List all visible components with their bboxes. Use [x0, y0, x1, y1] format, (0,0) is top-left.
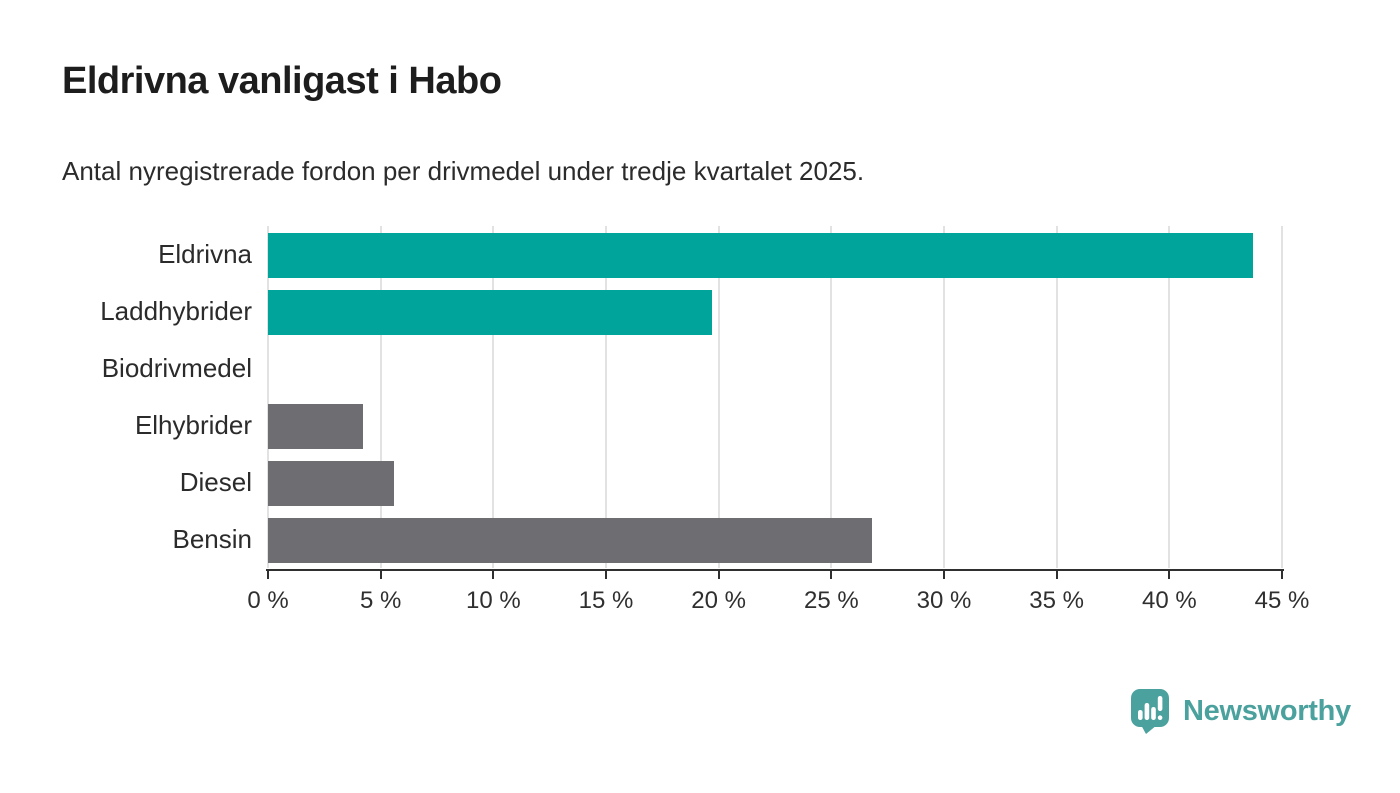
- x-tick-25: [830, 571, 833, 579]
- x-tick-label-5: 5 %: [359, 587, 402, 614]
- x-tick-label-20: 20 %: [691, 587, 747, 614]
- x-tick-45: [1281, 571, 1283, 579]
- x-tick-5: [379, 571, 382, 579]
- gridline-40: [1168, 226, 1171, 568]
- bar-row-biodrivmedel: [268, 340, 1282, 397]
- x-tick-40: [1168, 571, 1171, 579]
- x-tick-0: [267, 571, 269, 579]
- x-tick-label-25: 25 %: [803, 587, 859, 614]
- bar-row-bensin: [268, 511, 1282, 568]
- gridline-30: [943, 226, 945, 568]
- newsworthy-logo-icon: [1130, 688, 1170, 734]
- category-label-diesel: Diesel: [179, 467, 252, 497]
- gridline-5: [379, 226, 382, 568]
- x-tick-10: [492, 571, 495, 579]
- x-axis: 0 % 5 % 10 % 15 % 20 % 25 % 30 % 35 % 40 % 45 %: [247, 571, 1309, 621]
- bar-row-elhybrider: [268, 397, 1282, 454]
- gridline-45: [1281, 226, 1283, 568]
- newsworthy-logo: Newsworthy: [1130, 688, 1351, 734]
- x-tick-30: [943, 571, 945, 579]
- gridline-35: [1055, 226, 1058, 568]
- y-axis-labels: Eldrivna Laddhybrider Biodrivmedel Elhybrid…: [0, 226, 252, 568]
- x-tick-35: [1055, 571, 1058, 579]
- x-tick-label-45: 45 %: [1254, 587, 1310, 614]
- x-tick-15: [605, 571, 607, 579]
- category-label-bensin: Bensin: [172, 524, 253, 554]
- chart-subtitle: Antal nyregistrerade fordon per drivmede…: [62, 156, 865, 186]
- gridline-20: [717, 226, 720, 568]
- x-axis-line: [266, 569, 1284, 571]
- bar-row-diesel: [268, 454, 1282, 511]
- bar-row-laddhybrider: [268, 283, 1282, 340]
- page-title: Eldrivna vanligast i Habo: [62, 60, 502, 102]
- x-tick-20: [717, 571, 720, 579]
- bar-bensin: [268, 518, 872, 563]
- category-label-laddhybrider: Laddhybrider: [100, 296, 252, 326]
- bar-laddhybrider: [268, 290, 712, 335]
- category-label-elhybrider: Elhybrider: [134, 410, 252, 440]
- bar-row-eldrivna: [268, 226, 1282, 283]
- gridline-0: [267, 226, 269, 568]
- bar-diesel: [268, 461, 395, 506]
- bar-elhybrider: [268, 404, 363, 449]
- x-tick-label-35: 35 %: [1029, 587, 1085, 614]
- newsworthy-logo-text: Newsworthy: [1183, 694, 1351, 727]
- bar-eldrivna: [268, 233, 1253, 278]
- gridline-10: [492, 226, 495, 568]
- gridline-25: [830, 226, 833, 568]
- x-tick-label-10: 10 %: [465, 587, 521, 614]
- x-tick-label-40: 40 %: [1141, 587, 1197, 614]
- gridline-15: [605, 226, 607, 568]
- category-label-biodrivmedel: Biodrivmedel: [101, 353, 252, 383]
- x-tick-label-0: 0 %: [247, 587, 289, 614]
- plot-area: [267, 226, 1283, 568]
- x-tick-label-15: 15 %: [578, 587, 634, 614]
- category-label-eldrivna: Eldrivna: [158, 239, 252, 269]
- x-tick-label-30: 30 %: [916, 587, 972, 614]
